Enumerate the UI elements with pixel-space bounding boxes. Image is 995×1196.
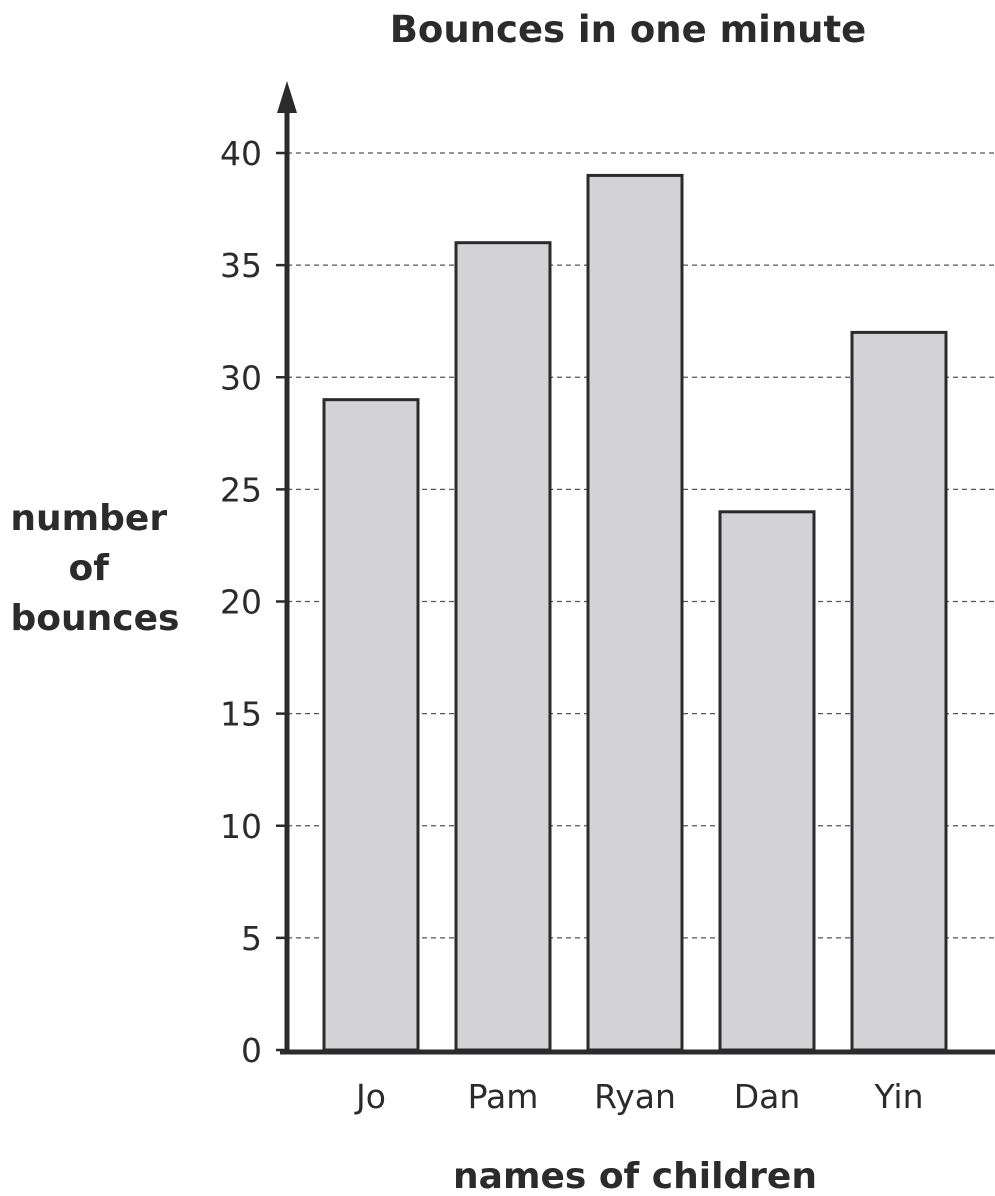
bar-ryan: [586, 173, 684, 1052]
y-tick-label: 15: [220, 695, 262, 734]
chart-title: Bounces in one minute: [390, 8, 867, 51]
y-tick-label: 10: [220, 807, 262, 846]
x-tick-label-yin: Yin: [873, 1077, 923, 1116]
bars: [322, 173, 948, 1052]
x-axis-label: names of children: [453, 1156, 817, 1196]
y-tick-label: 30: [220, 358, 262, 397]
y-tick-label: 40: [220, 134, 262, 173]
y-axis-label-line-1: number: [10, 498, 167, 539]
bar-jo: [322, 398, 420, 1052]
y-ticks: 0 5 10 15 20 25 30 35 40: [220, 134, 287, 1070]
bar-pam: [454, 241, 552, 1052]
y-tick-label: 0: [241, 1031, 262, 1070]
x-tick-label-pam: Pam: [468, 1077, 539, 1116]
y-tick-label: 5: [241, 919, 262, 958]
x-tick-label-dan: Dan: [734, 1077, 801, 1116]
bar-yin: [850, 330, 948, 1052]
bar-dan: [718, 510, 816, 1052]
y-tick-label: 35: [220, 246, 262, 285]
y-axis-label-line-2: of: [69, 548, 110, 589]
y-axis-label-line-3: bounces: [11, 598, 180, 639]
y-axis-arrow-icon: [277, 81, 297, 113]
axes: [277, 81, 995, 1055]
y-axis-label: number of bounces: [10, 498, 179, 639]
x-tick-label-ryan: Ryan: [594, 1077, 676, 1116]
x-tick-label-jo: Jo: [354, 1077, 386, 1116]
y-tick-label: 20: [220, 583, 262, 622]
y-tick-label: 25: [220, 470, 262, 509]
x-tick-labels: Jo Pam Ryan Dan Yin: [354, 1077, 924, 1116]
